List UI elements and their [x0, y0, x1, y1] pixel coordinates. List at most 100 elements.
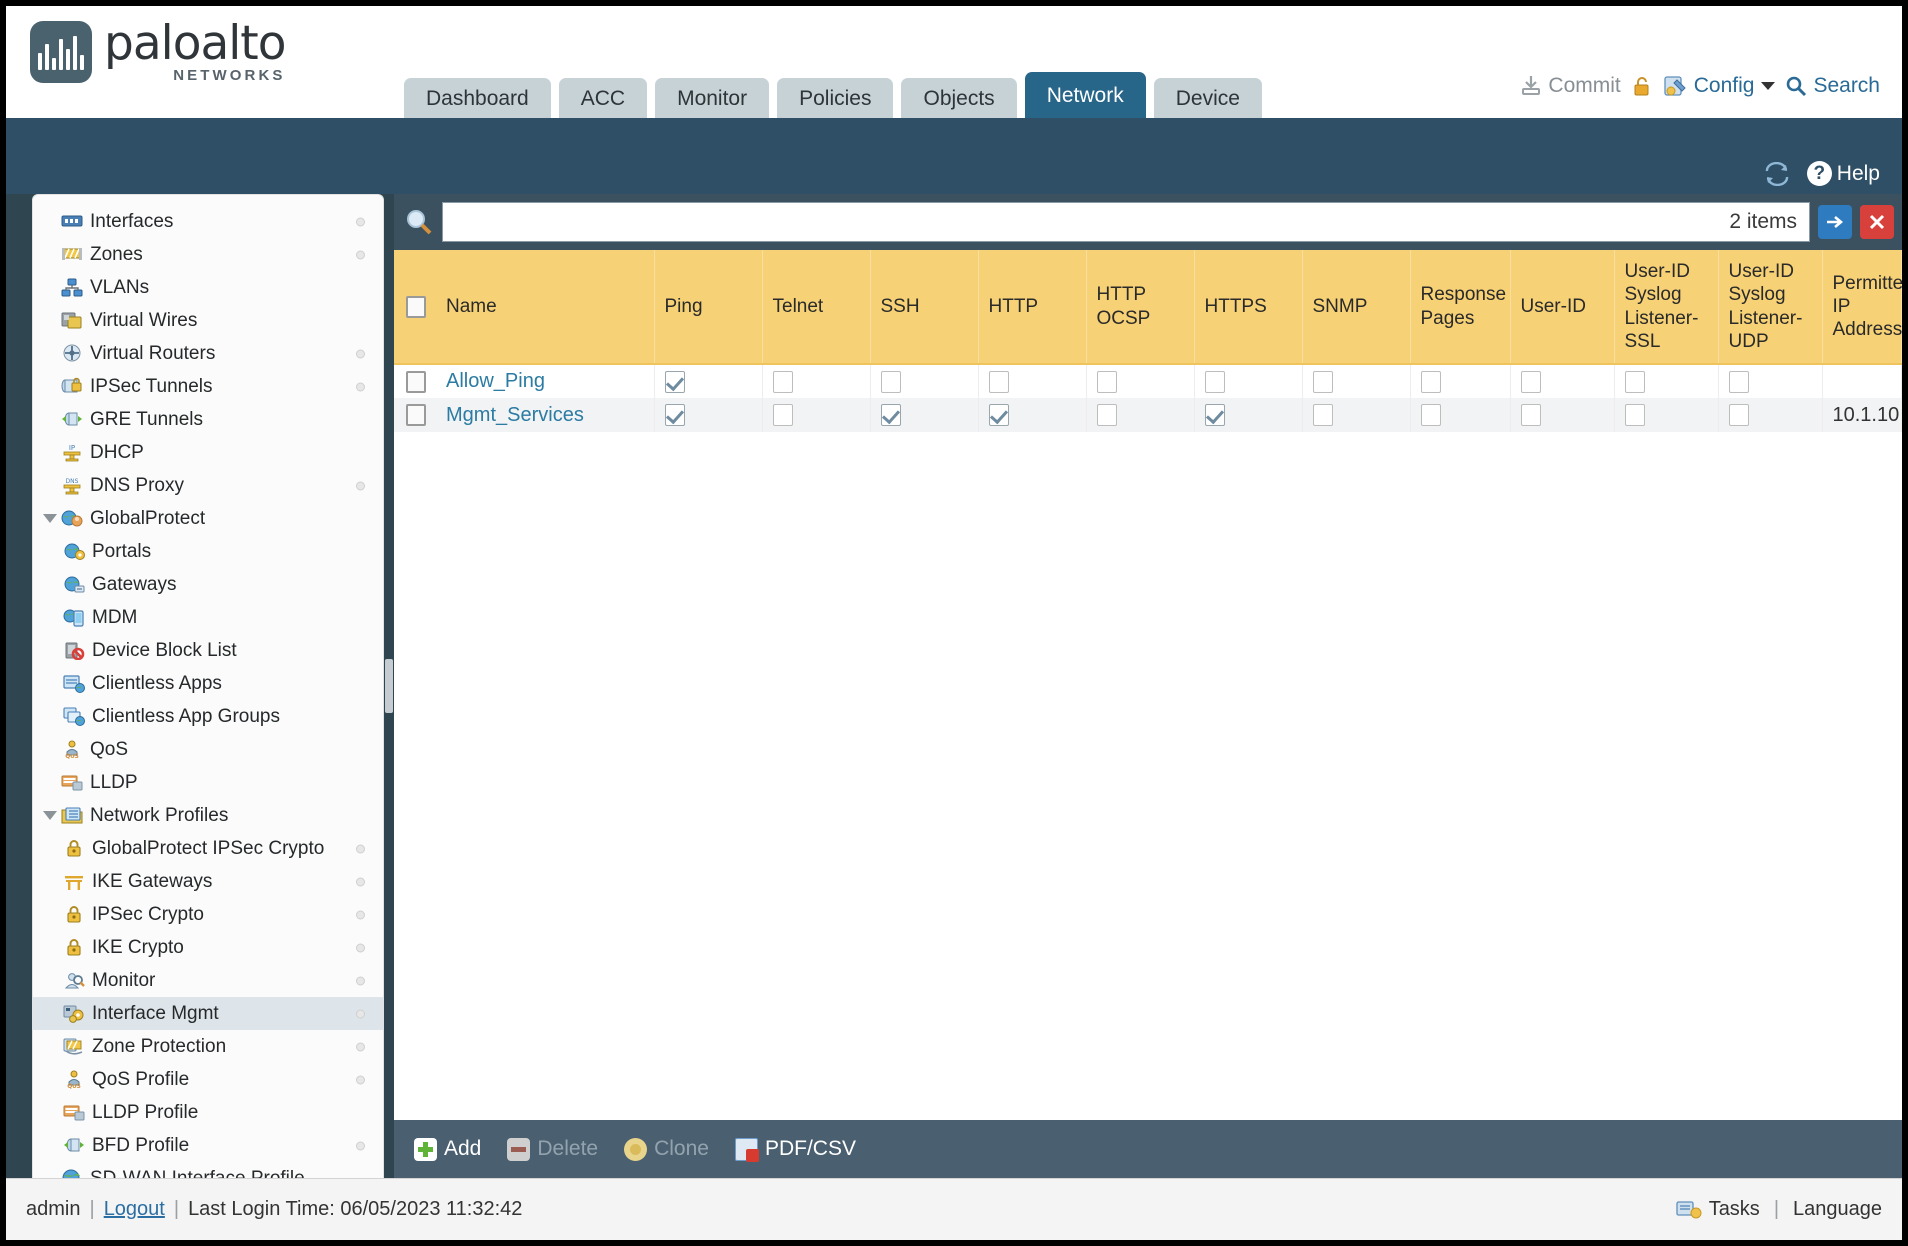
user-id-checkbox[interactable]	[1520, 370, 1541, 393]
config-menu-button[interactable]: Config	[1663, 74, 1776, 98]
column-header-ping[interactable]: Ping	[654, 250, 763, 365]
sidebar-item-zone-protection[interactable]: Zone Protection	[33, 1030, 383, 1063]
sidebar-item-vlans[interactable]: VLANs	[33, 271, 383, 304]
column-header-http[interactable]: HTTP	[978, 250, 1087, 365]
expand-collapse-triangle-icon[interactable]	[39, 514, 61, 523]
expand-collapse-triangle-icon[interactable]	[39, 811, 61, 820]
sidebar-item-globalprotect[interactable]: GlobalProtect	[33, 502, 383, 535]
refresh-button[interactable]	[1763, 161, 1791, 186]
ping-checkbox[interactable]	[664, 370, 685, 393]
column-header-ssh[interactable]: SSH	[870, 250, 979, 365]
pdf-csv-button[interactable]: PDF/CSV	[734, 1137, 856, 1162]
sidebar-item-lldp[interactable]: LLDP	[33, 766, 383, 799]
lock-button[interactable]	[1630, 74, 1654, 98]
tab-acc[interactable]: ACC	[558, 78, 648, 120]
telnet-checkbox[interactable]	[772, 370, 793, 393]
syslog-ssl-checkbox[interactable]	[1624, 370, 1645, 393]
delete-button[interactable]: Delete	[507, 1137, 598, 1161]
search-button[interactable]: Search	[1784, 74, 1880, 98]
column-header-http-ocsp[interactable]: HTTP OCSP	[1086, 250, 1195, 365]
syslog-ssl-checkbox[interactable]	[1624, 404, 1645, 427]
user-id-checkbox[interactable]	[1520, 404, 1541, 427]
apply-filter-button[interactable]	[1818, 205, 1852, 239]
sidebar-item-label: IKE Crypto	[92, 936, 184, 958]
column-header-permitted-ip-address[interactable]: Permitted IP Address...	[1822, 250, 1902, 365]
ssh-checkbox[interactable]	[880, 370, 901, 393]
response-pages-checkbox[interactable]	[1420, 370, 1441, 393]
sidebar-item-interface-mgmt[interactable]: Interface Mgmt	[33, 997, 383, 1030]
snmp-checkbox[interactable]	[1312, 370, 1333, 393]
sidebar-item-interfaces[interactable]: Interfaces	[33, 205, 383, 238]
sidebar-item-virtual-wires[interactable]: Virtual Wires	[33, 304, 383, 337]
sidebar-item-monitor[interactable]: Monitor	[33, 964, 383, 997]
sidebar-item-lldp-profile[interactable]: LLDP Profile	[33, 1096, 383, 1129]
http-checkbox[interactable]	[988, 404, 1009, 427]
row-select-checkbox[interactable]	[406, 404, 426, 427]
sidebar-item-ipsec-tunnels[interactable]: IPSec Tunnels	[33, 370, 383, 403]
clone-button[interactable]: Clone	[624, 1137, 709, 1161]
column-header-snmp[interactable]: SNMP	[1302, 250, 1411, 365]
column-header-name[interactable]: Name	[436, 250, 655, 365]
http-checkbox[interactable]	[988, 370, 1009, 393]
sidebar-item-globalprotect-ipsec-crypto[interactable]: GlobalProtect IPSec Crypto	[33, 832, 383, 865]
sidebar-item-gateways[interactable]: Gateways	[33, 568, 383, 601]
commit-button[interactable]: Commit	[1519, 74, 1621, 98]
sidebar-item-device-block-list[interactable]: Device Block List	[33, 634, 383, 667]
sidebar-item-ipsec-crypto[interactable]: IPSec Crypto	[33, 898, 383, 931]
sidebar-item-dhcp[interactable]: IP DHCP	[33, 436, 383, 469]
column-header-telnet[interactable]: Telnet	[762, 250, 871, 365]
tab-monitor[interactable]: Monitor	[655, 78, 770, 120]
http-ocsp-checkbox[interactable]	[1096, 404, 1117, 427]
column-header-response-pages[interactable]: Response Pages	[1410, 250, 1511, 365]
search-input[interactable]	[443, 203, 1730, 241]
sidebar-item-gre-tunnels[interactable]: GRE Tunnels	[33, 403, 383, 436]
sidebar-item-clientless-apps[interactable]: Clientless Apps	[33, 667, 383, 700]
row-select-checkbox[interactable]	[406, 370, 426, 393]
sidebar-splitter[interactable]	[384, 194, 394, 1178]
tab-objects[interactable]: Objects	[901, 78, 1017, 120]
syslog-udp-checkbox[interactable]	[1728, 404, 1749, 427]
syslog-udp-checkbox[interactable]	[1728, 370, 1749, 393]
tasks-button[interactable]: Tasks	[1676, 1198, 1760, 1221]
sidebar-item-bfd-profile[interactable]: BFD Profile	[33, 1129, 383, 1162]
column-header-user-id-syslog-listener-udp[interactable]: User-ID Syslog Listener- UDP	[1718, 250, 1823, 365]
ssh-checkbox[interactable]	[880, 404, 901, 427]
sidebar-item-qos[interactable]: QoS QoS	[33, 733, 383, 766]
ping-checkbox[interactable]	[664, 404, 685, 427]
tab-policies[interactable]: Policies	[777, 78, 894, 120]
sidebar-item-clientless-app-groups[interactable]: Clientless App Groups	[33, 700, 383, 733]
logout-link[interactable]: Logout	[103, 1198, 165, 1220]
response-pages-checkbox[interactable]	[1420, 404, 1441, 427]
column-header-user-id-syslog-listener-ssl[interactable]: User-ID Syslog Listener- SSL	[1614, 250, 1719, 365]
sidebar-item-ike-gateways[interactable]: IKE Gateways	[33, 865, 383, 898]
https-checkbox[interactable]	[1204, 404, 1225, 427]
sidebar-item-network-profiles[interactable]: Network Profiles	[33, 799, 383, 832]
http-ocsp-checkbox[interactable]	[1096, 370, 1117, 393]
language-button[interactable]: Language	[1793, 1198, 1882, 1220]
sidebar-item-portals[interactable]: Portals	[33, 535, 383, 568]
column-header-user-id[interactable]: User-ID	[1510, 250, 1615, 365]
sidebar-item-mdm[interactable]: MDM	[33, 601, 383, 634]
table-row[interactable]: Mgmt_Services 10.1.10...	[394, 398, 1902, 432]
sidebar-item-virtual-routers[interactable]: Virtual Routers	[33, 337, 383, 370]
telnet-checkbox[interactable]	[772, 404, 793, 427]
sidebar-item-dns-proxy[interactable]: DNS DNS Proxy	[33, 469, 383, 502]
tab-device[interactable]: Device	[1153, 78, 1262, 120]
clear-filter-button[interactable]	[1860, 205, 1894, 239]
sidebar-item-qos-profile[interactable]: QoS QoS Profile	[33, 1063, 383, 1096]
sidebar-item-ike-crypto[interactable]: IKE Crypto	[33, 931, 383, 964]
profile-name-link[interactable]: Mgmt_Services	[446, 403, 584, 426]
table-row[interactable]: Allow_Ping	[394, 364, 1902, 398]
help-button[interactable]: ? Help	[1806, 161, 1880, 186]
snmp-checkbox[interactable]	[1312, 404, 1333, 427]
sidebar-item-zones[interactable]: Zones	[33, 238, 383, 271]
https-checkbox[interactable]	[1204, 370, 1225, 393]
add-button[interactable]: Add	[414, 1137, 481, 1161]
splitter-grip[interactable]	[385, 659, 393, 713]
select-all-checkbox[interactable]	[406, 295, 426, 318]
sidebar-item-sd-wan-interface-profile[interactable]: SD-WAN Interface Profile	[33, 1162, 383, 1178]
profile-name-link[interactable]: Allow_Ping	[446, 370, 545, 392]
tab-network[interactable]: Network	[1024, 72, 1146, 120]
tab-dashboard[interactable]: Dashboard	[404, 78, 551, 120]
column-header-https[interactable]: HTTPS	[1194, 250, 1303, 365]
